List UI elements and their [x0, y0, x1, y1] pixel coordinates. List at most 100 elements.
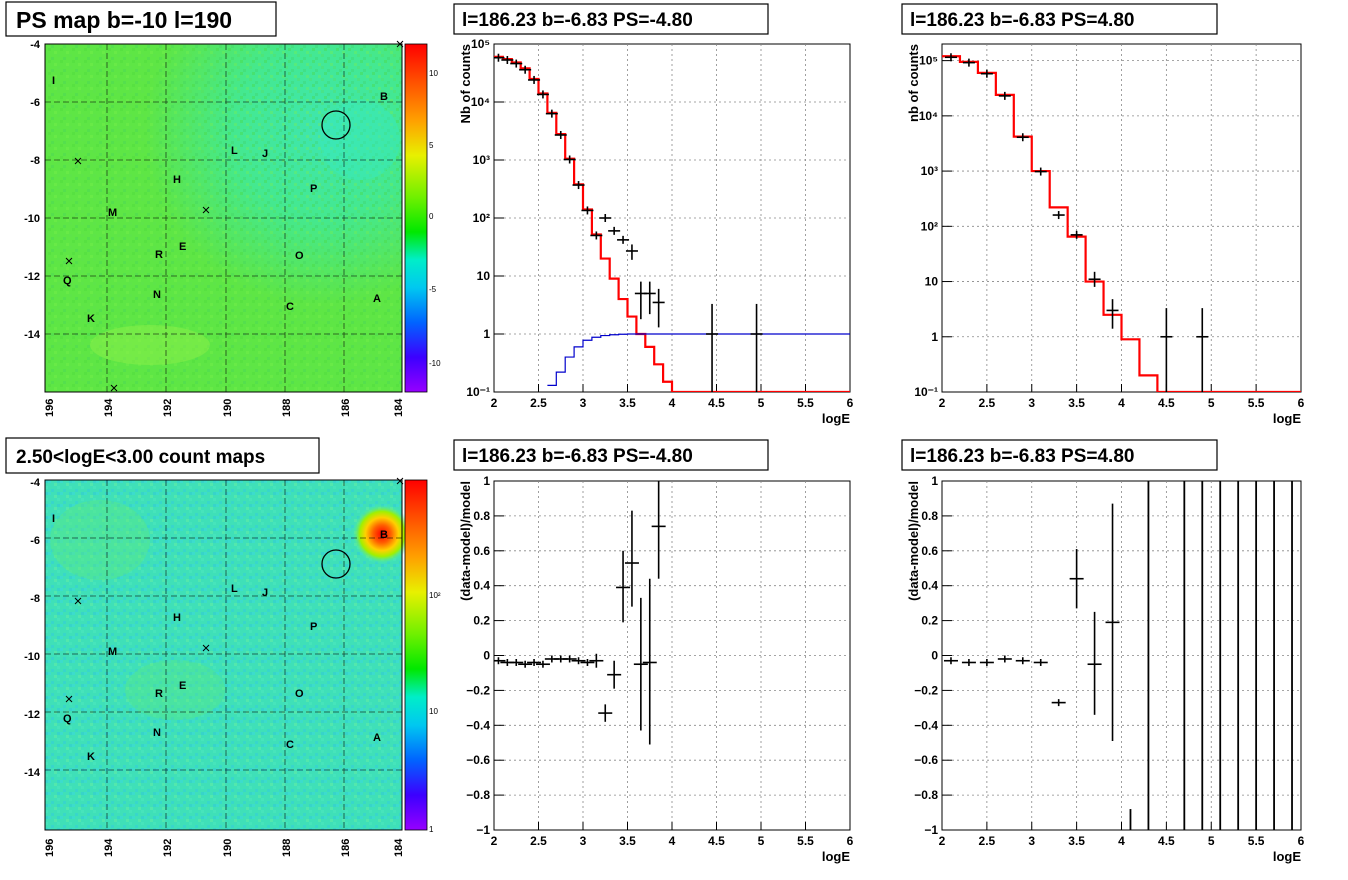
y-tick-label: 10⁻¹: [466, 385, 490, 399]
y-tick-label: 10³: [921, 164, 938, 178]
ps-map-feature: [90, 325, 210, 365]
chart-title-box: [901, 3, 1218, 35]
y-axis-label: Nb of counts: [458, 44, 473, 123]
scale-tick-label: 10: [429, 707, 438, 716]
y-tick-label: −0.8: [466, 788, 490, 802]
x-tick-label: 4: [669, 834, 676, 848]
source-label: E: [179, 680, 186, 692]
plot-area: [494, 481, 666, 745]
chart-title: l=186.23 b=-6.83 PS=4.80: [910, 446, 1134, 467]
ps-map-xticks: 196 194 192 190 188 186 184: [44, 398, 405, 417]
y-tick-label: 10: [925, 275, 939, 289]
chart-title: l=186.23 b=-6.83 PS=4.80: [910, 10, 1134, 31]
model-step-line: [942, 55, 1301, 392]
source-label: L: [231, 145, 238, 157]
x-tick-label: 2: [939, 834, 946, 848]
y-axis-label: (data-model)/model: [458, 481, 473, 601]
y-tick-label: −1: [924, 823, 938, 837]
count-map-grid: [45, 480, 402, 830]
x-tick-label: 3: [580, 834, 587, 848]
y-tick-label: -8: [30, 593, 40, 605]
x-tick-label: 3: [1028, 396, 1035, 410]
count-map-title-box: [5, 437, 320, 474]
x-tick-label: 2: [491, 834, 498, 848]
chart-title-box: [453, 3, 769, 35]
y-tick-label: -4: [30, 39, 41, 51]
y-tick-label: −0.4: [466, 718, 490, 732]
y-tick-label: 10⁵: [471, 37, 490, 51]
count-map-crosses: [65, 477, 404, 703]
y-tick-label: -14: [24, 767, 41, 779]
source-label: E: [179, 241, 186, 253]
x-tick-label: 184: [393, 838, 405, 857]
x-tick-label: 6: [1298, 396, 1305, 410]
x-tick-label: 2: [939, 396, 946, 410]
x-tick-label: 4: [1118, 396, 1125, 410]
source-label: B: [380, 91, 388, 103]
source-label: A: [373, 732, 381, 744]
x-tick-label: 190: [222, 399, 234, 417]
y-tick-label: -12: [24, 271, 40, 283]
source-label: N: [153, 727, 161, 739]
x-tick-label: 2.5: [530, 396, 547, 410]
residual-chart-ps-positive: l=186.23 b=-6.83 PS=4.80 2 2.5 3 3.5 4 4.5 5 5.5…: [901, 439, 1305, 864]
source-label: C: [286, 739, 294, 751]
ps-map-color-scale: [404, 43, 428, 393]
x-tick-label: 194: [103, 398, 115, 417]
x-axis-label: logE: [1273, 411, 1301, 426]
source-label: B: [380, 529, 388, 541]
x-tick-label: 188: [281, 839, 293, 857]
ps-map-frame: [44, 43, 403, 393]
y-tick-label: −0.2: [914, 683, 938, 697]
x-tick-label: 196: [44, 399, 56, 417]
y-tick-label: 10⁴: [919, 109, 938, 123]
scale-tick-label: 5: [429, 141, 434, 150]
y-tick-label: 0.2: [921, 614, 938, 628]
y-tick-label: -14: [24, 329, 41, 341]
scale-tick-label: 10: [429, 69, 438, 78]
source-label: Q: [63, 713, 72, 725]
x-tick-label: 3: [580, 396, 587, 410]
y-tick-label: -4: [30, 477, 41, 489]
count-map-frame: [44, 479, 403, 831]
y-tick-label: 0.6: [921, 544, 938, 558]
y-axis-label: nb of counts: [906, 44, 921, 122]
source-label: O: [295, 250, 304, 262]
ps-map-scale-ticks: 10 5 0 -5 -10: [429, 69, 441, 368]
x-tick-label: 2.5: [530, 834, 547, 848]
source-label: N: [153, 289, 161, 301]
y-tick-label: 10²: [473, 211, 490, 225]
x-tick-label: 5.5: [797, 396, 814, 410]
source-label: M: [108, 207, 117, 219]
source-label: M: [108, 646, 117, 658]
source-label: I: [52, 513, 55, 525]
x-tick-label: 3: [1028, 834, 1035, 848]
x-tick-label: 192: [162, 839, 174, 857]
residual-chart-ps-negative: l=186.23 b=-6.83 PS=-4.80 2 2.5 3 3.5 4 4.5 5 5.…: [453, 439, 854, 864]
count-map-xticks: 196 194 192 190 188 186 184: [44, 838, 405, 857]
y-tick-label: 10⁻¹: [914, 385, 938, 399]
x-tick-label: 184: [393, 398, 405, 417]
x-tick-label: 4: [1118, 834, 1125, 848]
count-map-hot-source: [352, 504, 412, 564]
plot-area: [943, 481, 1293, 830]
y-tick-label: −0.4: [914, 718, 938, 732]
x-tick-label: 5: [758, 834, 765, 848]
x-tick-label: 5.5: [1248, 834, 1265, 848]
source-label: L: [231, 583, 238, 595]
y-tick-label: 10⁴: [471, 95, 490, 109]
y-tick-label: 10: [477, 269, 491, 283]
y-tick-label: −0.6: [914, 753, 938, 767]
x-axis-label: logE: [822, 849, 850, 864]
count-map-feature: [50, 500, 150, 580]
x-tick-label: 3.5: [619, 396, 636, 410]
count-map-source-labels: I B L J H P M E R O Q N C A K: [52, 513, 388, 763]
x-tick-label: 3.5: [1068, 396, 1085, 410]
y-tick-label: 1: [931, 474, 938, 488]
scale-tick-label: 10²: [429, 591, 441, 600]
x-tick-label: 2.5: [979, 396, 996, 410]
count-map-color-scale: [404, 479, 428, 831]
count-map-target-circle: [321, 549, 351, 579]
count-map-title: 2.50<logE<3.00 count maps: [16, 447, 265, 468]
